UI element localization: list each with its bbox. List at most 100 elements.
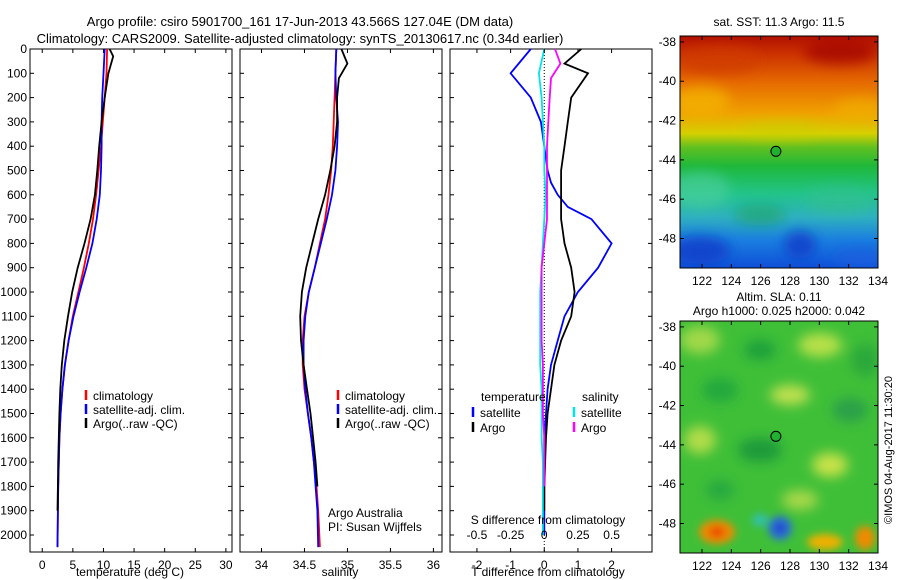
lat-tick-label: -46 [659,477,677,491]
depth-tick-label: 800 [7,236,27,250]
lat-tick-label: -38 [659,35,677,49]
lat-tick-label: -44 [659,153,677,167]
depth-tick-label: 400 [7,139,27,153]
x-tick-label: 15 [127,558,141,572]
legend-label: climatology [93,389,153,403]
lat-tick-label: -38 [659,320,677,334]
lon-tick-label: 124 [721,559,741,573]
sla-map-title: Altim. SLA: 0.11 [736,290,821,304]
x-tick-label: 0 [541,558,548,572]
salinity-axis: 34 34.5 35 35.5 36 [255,49,441,572]
lon-tick-label: 128 [780,274,800,288]
credit-line-2: PI: Susan Wijffels [328,520,422,534]
x-tick-label: 25 [189,558,203,572]
depth-tick-label: 300 [7,115,27,129]
salinity-panel: 34 34.5 35 35.5 36 salinity climatologysatel… [239,48,443,579]
x-tick-label: -2 [472,558,483,572]
profile-line-satellite [537,48,547,535]
difference-depth-ticks [450,48,652,536]
profile-line-argo-raw-qc- [56,48,115,511]
profile-line-climatology [56,48,108,548]
legend-label: satellite-adj. clim. [93,403,185,417]
x-tick-label: 30 [219,558,233,572]
legend-label: Argo [581,421,607,435]
s-difference-label: S difference from climatology [471,513,626,527]
difference-legend: temperature salinitysatelliteArgosatellit… [471,390,622,435]
depth-tick-label: 100 [7,66,27,80]
lat-tick-label: -46 [659,192,677,206]
sla-map-axes: 122 124 126 128 130 132 134 -38 -40 -42 -44 -46 -48 [659,320,889,573]
lon-tick-label: 130 [809,274,829,288]
lat-tick-label: -42 [659,114,677,128]
sla-eddies [699,514,875,550]
salinity-frame [239,48,443,553]
figure-subtitle: Climatology: CARS2009. Satellite-adjuste… [37,31,564,46]
sst-map-title: sat. SST: 11.3 Argo: 11.5 [714,15,845,29]
legend-label: climatology [345,389,405,403]
profile-line-satellite-adj-clim- [302,48,339,548]
lon-tick-label: 126 [751,274,771,288]
x-tick-label: 20 [158,558,172,572]
lon-tick-label: 132 [839,274,859,288]
s-diff-tick-label: 0 [541,528,548,542]
x-tick-label: 5 [70,558,77,572]
imos-timestamp: ©IMOS 04-Aug-2017 11:30:20 [883,376,895,524]
legend-heading-salinity: salinity [582,390,619,404]
salinity-depth-ticks [240,48,442,536]
legend-label: satellite [581,406,622,420]
lon-tick-label: 134 [868,274,888,288]
credit-line-1: Argo Australia [328,506,403,520]
lat-tick-label: -48 [659,232,677,246]
s-diff-tick-label: -0.25 [497,528,525,542]
lat-tick-label: -40 [659,74,677,88]
depth-tick-label: 1800 [0,479,27,493]
difference-frame [449,48,653,553]
depth-tick-label: 900 [7,261,27,275]
lon-tick-label: 124 [721,274,741,288]
profile-line-satellite-adj-clim- [56,48,106,548]
profile-line-argo-raw-qc- [299,48,349,487]
lon-tick-label: 132 [839,559,859,573]
lat-tick-label: -48 [659,517,677,531]
depth-tick-label: 1900 [0,504,27,518]
lat-tick-label: -44 [659,438,677,452]
lon-tick-label: 122 [692,559,712,573]
depth-tick-label: 1700 [0,455,27,469]
sla-map-frame [679,320,879,554]
depth-axis: 0 100 200 300 400 500 600 700 800 900 1000 1100 1200… [0,42,232,542]
legend-label: Argo [480,421,506,435]
temperature-frame [29,48,233,553]
t-difference-label: T difference from climatology [471,565,625,579]
sst-map-frame [679,35,879,269]
legend-label: satellite-adj. clim. [345,403,437,417]
x-tick-label: 36 [427,558,441,572]
x-tick-label: 10 [97,558,111,572]
temperature-panel: 0100200300400500600700800900100011001200… [0,42,233,579]
depth-tick-label: 2000 [0,528,27,542]
salinity-profiles [299,48,349,548]
lon-tick-label: 122 [692,274,712,288]
s-diff-tick-label: 0.5 [603,528,620,542]
lon-tick-label: 134 [868,559,888,573]
s-diff-tick-label: 0.25 [566,528,590,542]
figure-title: Argo profile: csiro 5901700_161 17-Jun-2… [87,14,513,29]
depth-tick-label: 1400 [0,382,27,396]
lat-tick-label: -40 [659,359,677,373]
lon-tick-label: 126 [751,559,771,573]
depth-tick-label: 1500 [0,406,27,420]
sst-map-axes: 122 124 126 128 130 132 134 -38 -40 -42 -44 -46 -48 [659,35,889,288]
legend-heading-temperature: temperature [481,390,546,404]
lon-tick-label: 130 [809,559,829,573]
sla-map-panel: Altim. SLA: 0.11 Argo h1000: 0.025 h2000… [659,290,889,573]
depth-tick-label: 1300 [0,358,27,372]
temperature-axis: 0 5 10 15 20 25 30 [39,49,233,572]
difference-profiles [509,48,613,535]
depth-tick-label: 200 [7,91,27,105]
depth-tick-label: 700 [7,212,27,226]
sst-texture [680,40,878,268]
profile-line-argo [540,48,562,487]
s-difference-axis: -0.5 -0.25 0 0.25 0.5 [467,528,621,542]
temperature-profiles [56,48,115,548]
